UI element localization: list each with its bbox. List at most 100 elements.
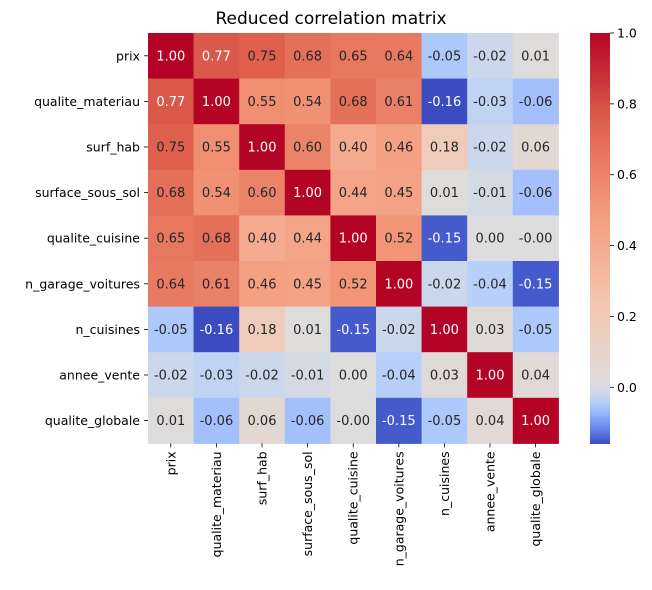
cell-value-label: 1.00 [384, 277, 413, 292]
cell-value-label: 0.54 [293, 95, 322, 110]
heatmap-cell [284, 261, 331, 308]
heatmap-cell [421, 306, 468, 353]
heatmap-cell [467, 169, 514, 216]
y-tick-label: annee_vente [59, 368, 140, 383]
heatmap-cell [148, 261, 195, 308]
colorbar-tick-label: 1.0 [617, 26, 637, 41]
heatmap-cell [330, 215, 377, 262]
cell-value-label: 1.00 [430, 323, 459, 338]
heatmap-cell [148, 352, 195, 399]
cell-value-label: 0.61 [384, 95, 413, 110]
cell-value-label: 0.01 [293, 323, 322, 338]
cell-value-label: 0.06 [521, 141, 550, 156]
heatmap-cell [376, 169, 423, 216]
heatmap-cell [148, 306, 195, 353]
heatmap-cell [330, 306, 377, 353]
cell-value-label: -0.15 [428, 232, 462, 247]
heatmap-cell [467, 306, 514, 353]
heatmap-cell [193, 397, 240, 444]
heatmap-cell [421, 33, 468, 80]
cell-value-label: 0.44 [293, 232, 322, 247]
cell-value-label: 0.54 [202, 186, 231, 201]
heatmap-cell [330, 261, 377, 308]
heatmap-cell [193, 169, 240, 216]
cell-value-label: 0.60 [248, 186, 277, 201]
heatmap-cell [239, 78, 286, 125]
heatmap-cell [512, 124, 559, 171]
cell-value-label: -0.02 [428, 277, 462, 292]
heatmap-cell [148, 397, 195, 444]
x-tick-label: prix [163, 451, 178, 475]
x-tick-label: qualite_globale [528, 451, 543, 546]
heatmap-cell [193, 261, 240, 308]
cell-value-label: -0.06 [519, 95, 553, 110]
colorbar-tick-label: 0.8 [617, 96, 637, 111]
heatmap-cell [467, 397, 514, 444]
cell-value-label: -0.16 [428, 95, 462, 110]
heatmap-cell [239, 397, 286, 444]
y-tick-label: surface_sous_sol [35, 185, 140, 200]
cell-value-label: -0.05 [428, 414, 462, 429]
cell-value-label: 0.61 [202, 277, 231, 292]
heatmap-cell [512, 215, 559, 262]
x-tick-label: qualite_cuisine [346, 451, 361, 544]
x-tick-label: qualite_materiau [209, 451, 224, 557]
heatmap-cell [376, 397, 423, 444]
y-tick-label: prix [116, 48, 140, 63]
cell-value-label: 0.52 [384, 232, 413, 247]
y-tick-label: qualite_materiau [34, 94, 140, 109]
cell-value-label: 0.68 [202, 232, 231, 247]
cell-value-label: 0.65 [339, 49, 368, 64]
heatmap-cell [376, 306, 423, 353]
heatmap-cell [193, 306, 240, 353]
heatmap-cell [284, 78, 331, 125]
colorbar-gradient [590, 33, 610, 444]
heatmap-cell [239, 169, 286, 216]
cell-value-label: 0.44 [339, 186, 368, 201]
y-tick-label: qualite_cuisine [47, 231, 140, 246]
cell-value-label: 0.06 [248, 414, 277, 429]
cell-value-label: -0.06 [519, 186, 553, 201]
heatmap-cell [467, 352, 514, 399]
cell-value-label: -0.01 [291, 369, 325, 384]
cell-value-label: -0.04 [473, 277, 507, 292]
heatmap-cell [512, 33, 559, 80]
cell-value-label: 1.00 [156, 49, 185, 64]
cell-value-label: 0.55 [202, 141, 231, 156]
cell-value-label: 0.68 [293, 49, 322, 64]
cell-value-label: -0.15 [336, 323, 370, 338]
cell-value-label: -0.05 [428, 49, 462, 64]
cell-value-label: -0.02 [473, 49, 507, 64]
chart-title: Reduced correlation matrix [215, 9, 446, 29]
heatmap-cell [467, 78, 514, 125]
cell-value-label: 0.75 [156, 141, 185, 156]
cell-value-label: 0.64 [156, 277, 185, 292]
x-tick-label: n_cuisines [437, 451, 452, 516]
heatmap-cell [284, 352, 331, 399]
cell-value-label: 1.00 [521, 414, 550, 429]
heatmap-cell [376, 78, 423, 125]
x-tick-label: annee_vente [483, 451, 498, 532]
heatmap-cell [421, 78, 468, 125]
colorbar-tick-label: 0.6 [617, 167, 637, 182]
heatmap-cell [376, 261, 423, 308]
heatmap-cell [330, 33, 377, 80]
cell-value-label: 0.52 [339, 277, 368, 292]
cell-value-label: 1.00 [339, 232, 368, 247]
heatmap-cell [284, 33, 331, 80]
heatmap-value-labels: 1.00 0.77 0.75 0.68 0.65 0.64 -0.05 -0.02 0.01 0.… [154, 49, 552, 429]
x-axis: prix qualite_materiau surf_hab surface_sous… [163, 443, 543, 566]
heatmap-cell [421, 261, 468, 308]
heatmap-cell [330, 397, 377, 444]
cell-value-label: -0.03 [473, 95, 507, 110]
cell-value-label: -0.05 [154, 323, 188, 338]
cell-value-label: 0.77 [202, 49, 231, 64]
cell-value-label: 0.03 [476, 323, 505, 338]
heatmap-cell [512, 306, 559, 353]
y-tick-label: qualite_globale [45, 413, 140, 428]
x-tick-label: surf_hab [255, 451, 270, 505]
cell-value-label: 0.01 [521, 49, 550, 64]
heatmap-cell [421, 169, 468, 216]
cell-value-label: 0.68 [156, 186, 185, 201]
